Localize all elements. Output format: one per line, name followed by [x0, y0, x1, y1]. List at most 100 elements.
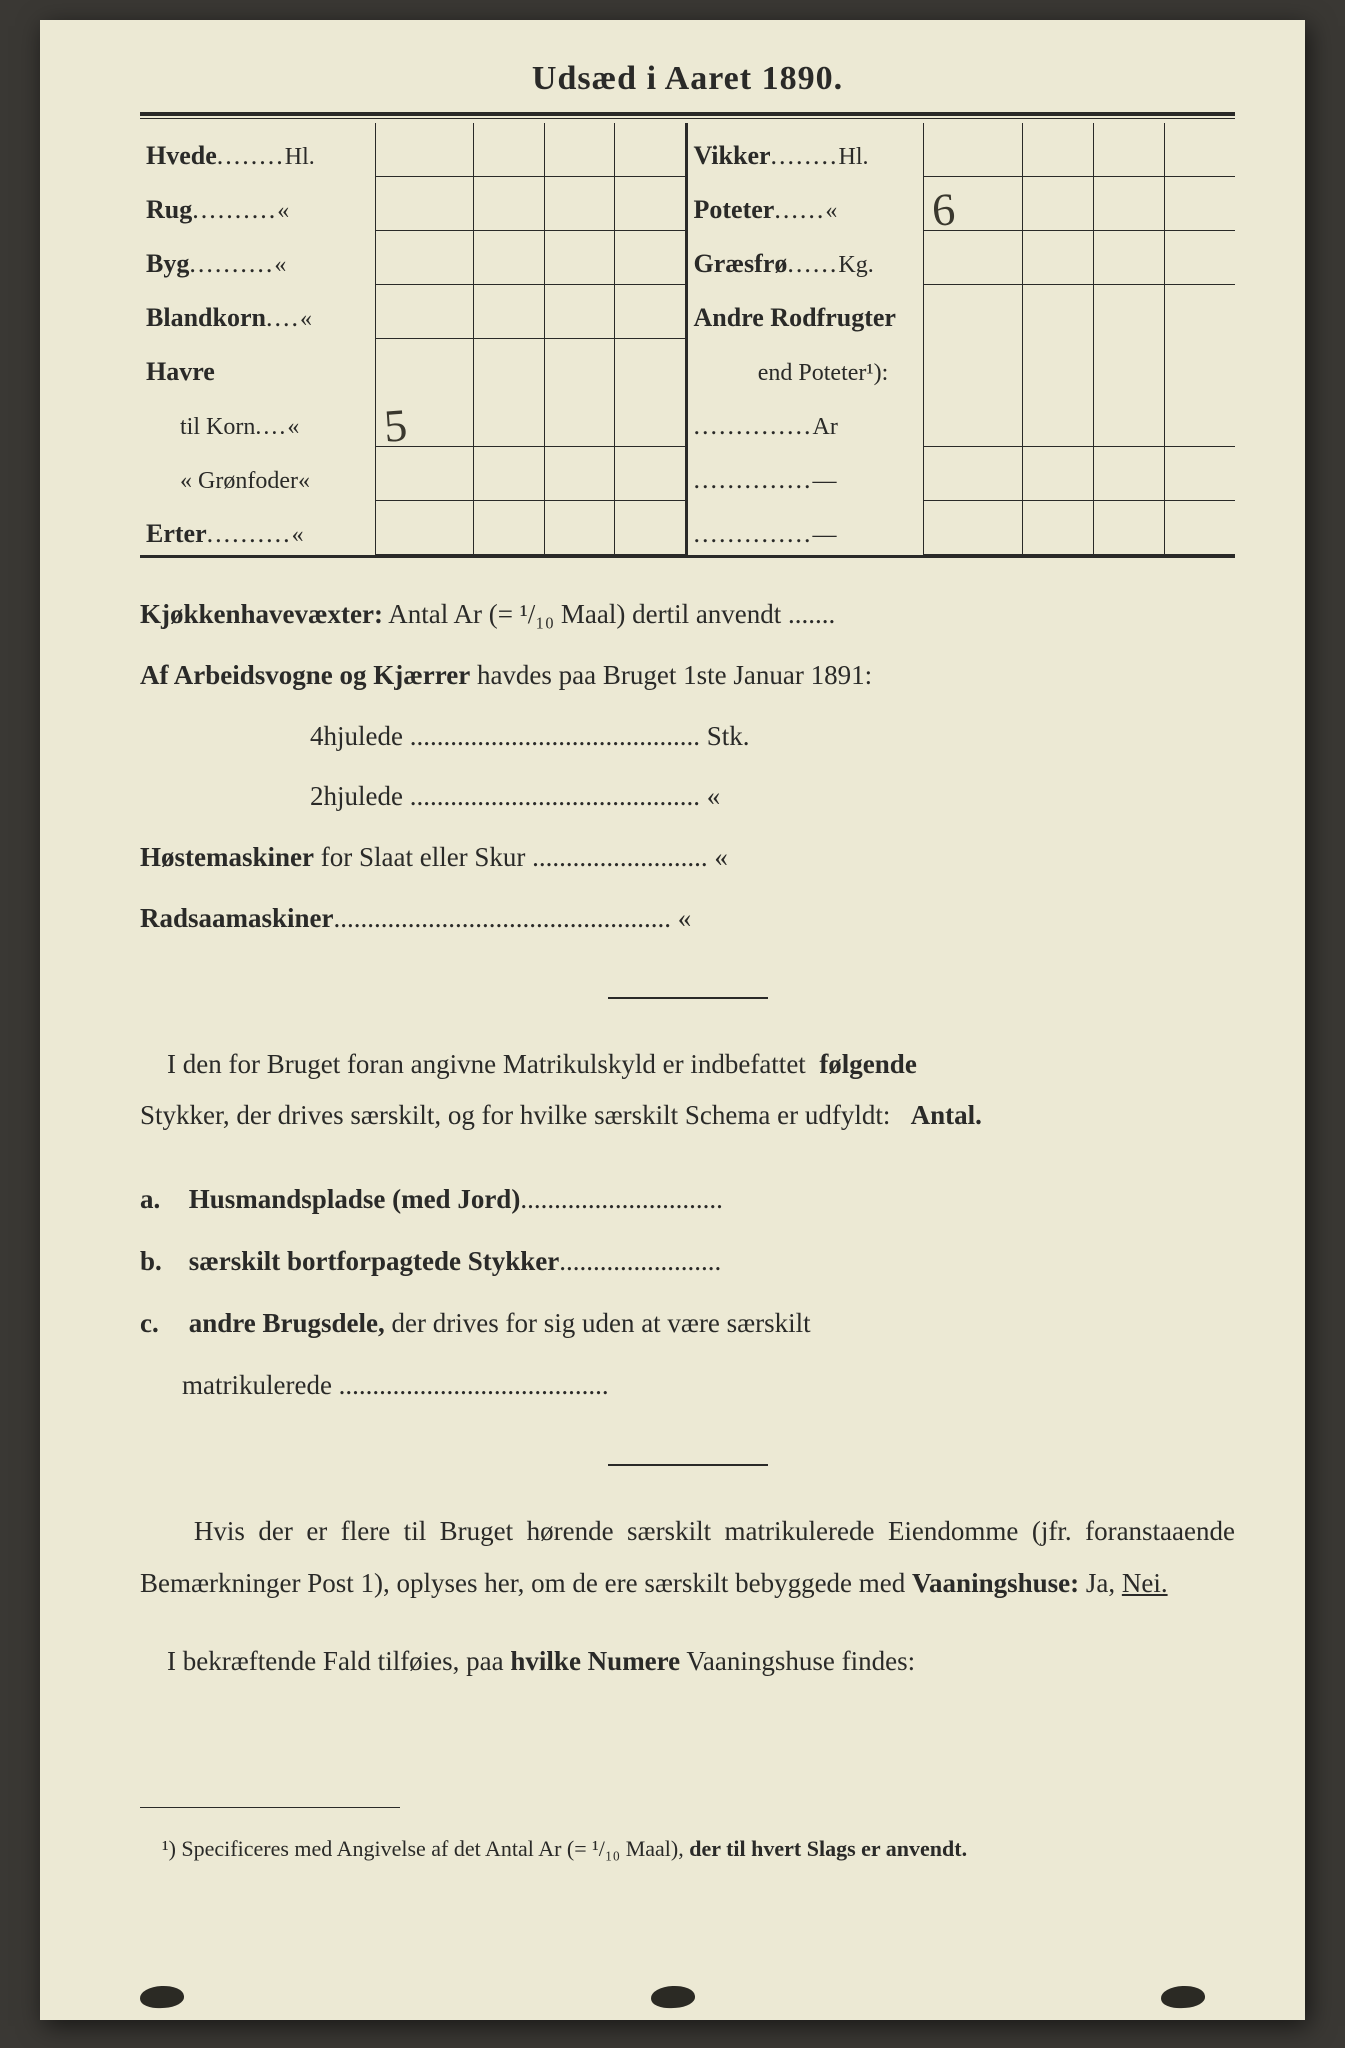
- seeders-rest: ........................................…: [334, 903, 692, 933]
- row-cells: [375, 285, 685, 339]
- cell: 6: [923, 177, 1022, 231]
- work-wagons-rest: havdes paa Bruget 1ste Januar 1891:: [470, 660, 872, 690]
- cell: [1164, 231, 1235, 285]
- table-row: Byg..........«: [140, 231, 685, 285]
- item-a-marker: a.: [140, 1168, 182, 1230]
- row-label: Byg..........«: [140, 249, 375, 285]
- row-cells: [923, 393, 1236, 447]
- row-cells: [375, 231, 685, 285]
- row-cells: [375, 177, 685, 231]
- cell: [1164, 501, 1235, 555]
- cell: [1164, 447, 1235, 501]
- hole-icon: [139, 1985, 184, 2009]
- seeders-line: Radsaamaskiner..........................…: [140, 888, 1235, 949]
- four-wheel-line: 4hjulede ...............................…: [140, 706, 1235, 767]
- footnote-marker: ¹): [162, 1836, 176, 1861]
- cell: [375, 123, 473, 177]
- cell: [1022, 393, 1093, 447]
- cell: [473, 123, 543, 177]
- hole-icon: [650, 1985, 695, 2009]
- work-wagons-label: Af Arbeidsvogne og Kjærrer: [140, 660, 470, 690]
- footnote: ¹) Specificeres med Angivelse af det Ant…: [140, 1830, 1235, 1867]
- table-row: ..............Ar: [688, 393, 1236, 447]
- cell: [375, 501, 473, 555]
- title-rule-heavy: [140, 112, 1235, 116]
- cell: [923, 393, 1022, 447]
- cell: [614, 177, 684, 231]
- cell: [1093, 177, 1164, 231]
- row-label: Hvede........Hl.: [140, 141, 375, 177]
- harvesters-rest: for Slaat eller Skur ...................…: [314, 842, 728, 872]
- dwellings-section: Hvis der er flere til Bruget hørende sær…: [140, 1506, 1235, 1687]
- dwellings-p1-bold: Vaaningshuse:: [912, 1568, 1079, 1598]
- item-a-text: Husmandspladse (med Jord): [189, 1184, 521, 1214]
- cell: [1093, 339, 1164, 393]
- row-label: Rug..........«: [140, 195, 375, 231]
- cell: [1164, 393, 1235, 447]
- sowing-table: Hvede........Hl. Rug..........« Byg.......…: [140, 123, 1235, 558]
- parcels-intro: I den for Bruget foran angivne Matrikuls…: [140, 1039, 1235, 1142]
- table-row: Andre Rodfrugter: [688, 285, 1236, 339]
- harvesters-line: Høstemaskiner for Slaat eller Skur .....…: [140, 827, 1235, 888]
- cell: [544, 339, 614, 393]
- cell: [544, 501, 614, 555]
- hole-icon: [1160, 1985, 1205, 2009]
- cell: [1093, 123, 1164, 177]
- cell: [923, 447, 1022, 501]
- table-row: Græsfrø......Kg.: [688, 231, 1236, 285]
- cell: [473, 447, 543, 501]
- seeders-label: Radsaamaskiner: [140, 903, 334, 933]
- footnote-bold: der til hvert Slags er anvendt.: [689, 1836, 967, 1861]
- kitchen-garden-line: Kjøkkenhavevæxter: Antal Ar (= ¹/₁₀ Maal…: [140, 584, 1235, 645]
- cell: [614, 501, 684, 555]
- dwellings-p2-bold: hvilke Numere: [510, 1646, 680, 1676]
- row-cells: [923, 447, 1236, 501]
- parcels-rightword-1: følgende: [819, 1049, 917, 1079]
- cell: [614, 123, 684, 177]
- table-row: Vikker........Hl.: [688, 123, 1236, 177]
- cell: [473, 339, 543, 393]
- cell: [614, 285, 684, 339]
- cell: [1022, 123, 1093, 177]
- row-label: ..............—: [688, 519, 923, 555]
- cell: [544, 447, 614, 501]
- row-cells: [375, 501, 685, 555]
- dwellings-p1-tail: Ja,: [1079, 1568, 1122, 1598]
- cell: 5: [375, 393, 473, 447]
- item-c-text-bold: andre Brugsdele,: [189, 1308, 385, 1338]
- row-cells: 6: [923, 177, 1236, 231]
- cell: [544, 393, 614, 447]
- table-row: Blandkorn....«: [140, 285, 685, 339]
- cell: [1164, 123, 1235, 177]
- cell: [1093, 501, 1164, 555]
- row-cells: [375, 339, 685, 393]
- dwellings-p2-tail: Vaaningshuse findes:: [680, 1646, 915, 1676]
- binder-holes: [40, 1986, 1305, 2008]
- row-cells: [923, 231, 1236, 285]
- table-row: ..............—: [688, 447, 1236, 501]
- row-cells: [923, 339, 1236, 393]
- table-left-half: Hvede........Hl. Rug..........« Byg.......…: [140, 123, 688, 555]
- cell: [1164, 339, 1235, 393]
- table-row: Hvede........Hl.: [140, 123, 685, 177]
- cell: [614, 231, 684, 285]
- cell: [473, 285, 543, 339]
- cell: [1022, 285, 1093, 339]
- cell: [1164, 285, 1235, 339]
- cell: [1093, 393, 1164, 447]
- row-label: Vikker........Hl.: [688, 141, 923, 177]
- row-cells: [923, 285, 1236, 339]
- cell: [473, 393, 543, 447]
- harvesters-label: Høstemaskiner: [140, 842, 314, 872]
- cell: [544, 123, 614, 177]
- page-title: Udsæd i Aaret 1890.: [140, 60, 1235, 98]
- cell: [614, 447, 684, 501]
- row-label: Poteter......«: [688, 195, 923, 231]
- item-c-line2: matrikulerede ..........................…: [140, 1370, 609, 1400]
- work-wagons-line: Af Arbeidsvogne og Kjærrer havdes paa Br…: [140, 645, 1235, 706]
- table-row: Erter..........«: [140, 501, 685, 555]
- cell: [1022, 177, 1093, 231]
- row-cells: [923, 501, 1236, 555]
- item-b-dots: ........................: [559, 1246, 721, 1276]
- table-row: til Korn....«5: [140, 393, 685, 447]
